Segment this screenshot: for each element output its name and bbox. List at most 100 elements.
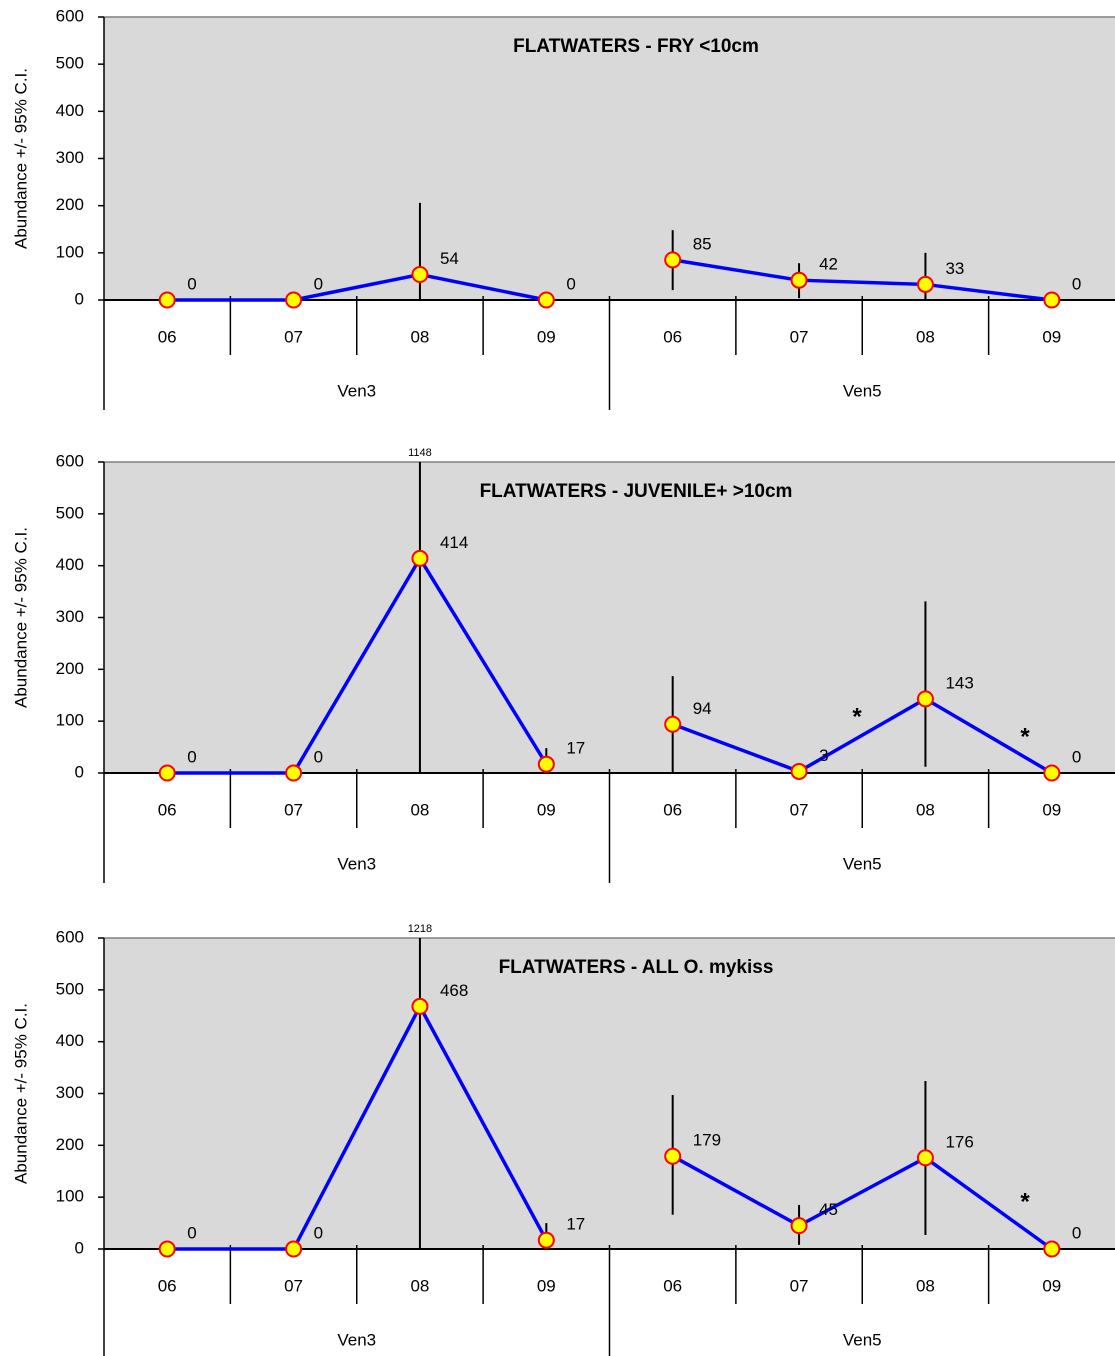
value-label: 0 <box>1072 1223 1081 1242</box>
data-point <box>916 275 934 293</box>
series-line <box>672 258 1053 302</box>
data-point <box>664 715 682 733</box>
value-label: 3 <box>819 746 828 765</box>
y-tick-label: 500 <box>56 54 84 73</box>
x-tick-label: 06 <box>158 800 177 819</box>
y-tick-label: 0 <box>75 289 84 308</box>
y-tick-label: 100 <box>56 711 84 730</box>
value-label: 143 <box>945 673 973 692</box>
data-point <box>158 291 176 309</box>
value-label: 85 <box>693 234 712 253</box>
value-label: 0 <box>187 1223 196 1242</box>
x-tick-label: 07 <box>284 327 303 346</box>
data-point <box>664 251 682 269</box>
value-label: 0 <box>1072 747 1081 766</box>
data-point <box>537 291 555 309</box>
data-point <box>916 1149 934 1167</box>
x-tick-label: 07 <box>790 1276 809 1295</box>
value-label: 33 <box>945 259 964 278</box>
data-point <box>790 762 808 780</box>
series-line <box>167 555 548 775</box>
y-tick-label: 100 <box>56 1187 84 1206</box>
y-tick-label: 200 <box>56 1135 84 1154</box>
annotation: * <box>1020 723 1030 750</box>
plot-area <box>104 938 1115 1249</box>
y-tick-label: 0 <box>75 762 84 781</box>
x-tick-label: 09 <box>1042 1276 1061 1295</box>
value-label: 0 <box>314 747 323 766</box>
x-tick-label: 09 <box>1042 800 1061 819</box>
data-point <box>285 1240 303 1258</box>
x-tick-label: 06 <box>663 327 682 346</box>
chart-title: FLATWATERS - FRY <10cm <box>513 36 759 57</box>
value-label: 45 <box>819 1200 838 1219</box>
group-label: Ven3 <box>337 854 376 873</box>
data-point <box>285 764 303 782</box>
error-bar-label: 1148 <box>408 447 432 459</box>
group-label: Ven5 <box>843 381 882 400</box>
value-label: 94 <box>693 699 712 718</box>
value-label: 54 <box>440 249 459 268</box>
x-tick-label: 07 <box>284 1276 303 1295</box>
data-point <box>1043 764 1061 782</box>
data-point <box>158 1240 176 1258</box>
x-tick-label: 09 <box>537 327 556 346</box>
y-tick-label: 0 <box>75 1238 84 1257</box>
y-axis-label: Abundance +/- 95% C.I. <box>11 1003 30 1184</box>
data-point <box>790 1217 808 1235</box>
x-tick-label: 07 <box>790 800 809 819</box>
y-tick-label: 300 <box>56 1083 84 1102</box>
value-label: 42 <box>819 255 838 274</box>
group-label: Ven3 <box>337 381 376 400</box>
series-line <box>672 696 1053 775</box>
x-tick-label: 08 <box>916 327 935 346</box>
data-point <box>664 1147 682 1165</box>
y-tick-label: 100 <box>56 242 84 261</box>
value-label: 176 <box>945 1132 973 1151</box>
chart-title: FLATWATERS - JUVENILE+ >10cm <box>480 481 793 502</box>
value-label: 0 <box>314 274 323 293</box>
chart-title: FLATWATERS - ALL O. mykiss <box>499 957 774 978</box>
group-label: Ven3 <box>337 1330 376 1349</box>
y-tick-label: 600 <box>56 6 84 25</box>
data-point <box>411 549 429 567</box>
data-point <box>285 291 303 309</box>
data-point <box>1043 1240 1061 1258</box>
x-tick-label: 09 <box>537 800 556 819</box>
series-line <box>167 1002 548 1251</box>
group-label: Ven5 <box>843 1330 882 1349</box>
x-tick-label: 08 <box>916 1276 935 1295</box>
plot-area <box>104 462 1115 773</box>
x-tick-label: 06 <box>158 1276 177 1295</box>
y-axis-label: Abundance +/- 95% C.I. <box>11 527 30 708</box>
x-tick-label: 08 <box>410 800 429 819</box>
x-tick-label: 08 <box>916 800 935 819</box>
value-label: 0 <box>314 1223 323 1242</box>
y-tick-label: 600 <box>56 927 84 946</box>
series-line <box>671 1154 1053 1251</box>
x-tick-label: 07 <box>284 800 303 819</box>
error-bar-label: 1218 <box>408 923 432 935</box>
y-tick-label: 600 <box>56 451 84 470</box>
x-tick-label: 09 <box>537 1276 556 1295</box>
x-tick-label: 06 <box>663 1276 682 1295</box>
y-tick-label: 300 <box>56 607 84 626</box>
data-point <box>411 266 429 284</box>
value-label: 0 <box>1072 274 1081 293</box>
value-label: 17 <box>566 739 585 758</box>
y-tick-label: 200 <box>56 195 84 214</box>
data-point <box>537 755 555 773</box>
y-tick-label: 400 <box>56 101 84 120</box>
x-tick-label: 08 <box>410 1276 429 1295</box>
y-axis-label: Abundance +/- 95% C.I. <box>11 68 30 249</box>
data-point <box>1043 291 1061 309</box>
y-tick-label: 400 <box>56 555 84 574</box>
x-tick-label: 06 <box>663 800 682 819</box>
y-tick-label: 500 <box>56 979 84 998</box>
y-tick-label: 400 <box>56 1031 84 1050</box>
annotation: * <box>1020 1188 1030 1215</box>
group-label: Ven5 <box>843 854 882 873</box>
y-tick-label: 200 <box>56 659 84 678</box>
plot-area <box>104 17 1115 300</box>
